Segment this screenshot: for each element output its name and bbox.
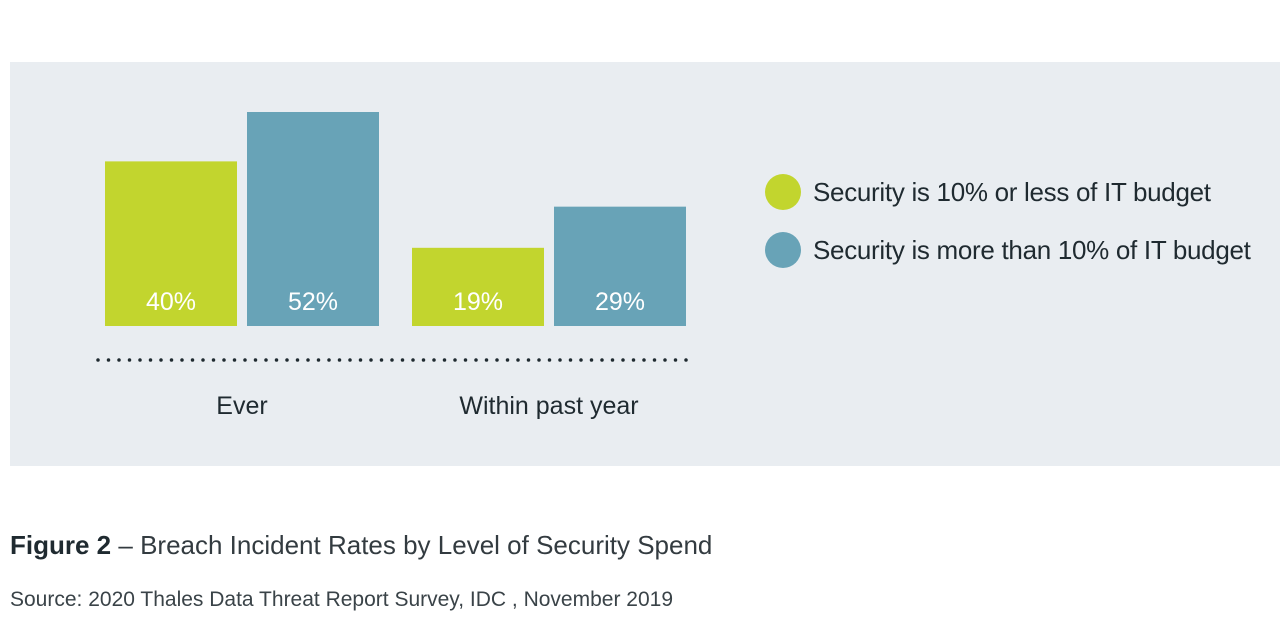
figure-number: Figure 2 [10, 530, 112, 560]
legend: Security is 10% or less of IT budget Sec… [765, 172, 1251, 288]
bar-value-label: 52% [288, 288, 338, 316]
legend-item-low-spend: Security is 10% or less of IT budget [765, 172, 1251, 212]
bar-high-spend-1 [554, 206, 686, 326]
bar-value-label: 29% [595, 288, 645, 316]
source-note: Source: 2020 Thales Data Threat Report S… [10, 588, 674, 611]
caption-separator: – [111, 530, 141, 560]
legend-label-low-spend: Security is 10% or less of IT budget [813, 176, 1211, 207]
category-label: Within past year [459, 392, 638, 420]
category-label: Ever [216, 392, 267, 420]
chart-panel: 40% 52% Ever 19% 29% Within past year Securit… [10, 62, 1280, 466]
bar-chart: 40% 52% Ever 19% 29% Within past year [96, 112, 694, 420]
bar-low-spend-0 [105, 161, 237, 326]
legend-item-high-spend: Security is more than 10% of IT budget [765, 230, 1251, 270]
bar-value-label: 40% [146, 288, 196, 316]
bar-low-spend-1 [412, 247, 544, 326]
figure-title: Breach Incident Rates by Level of Securi… [140, 530, 713, 560]
legend-swatch-high-spend [765, 232, 801, 268]
bar-high-spend-0 [247, 112, 379, 326]
legend-swatch-low-spend [765, 174, 801, 210]
bar-value-label: 19% [453, 288, 503, 316]
legend-label-high-spend: Security is more than 10% of IT budget [813, 234, 1251, 265]
figure-caption: Figure 2 – Breach Incident Rates by Leve… [10, 530, 712, 561]
